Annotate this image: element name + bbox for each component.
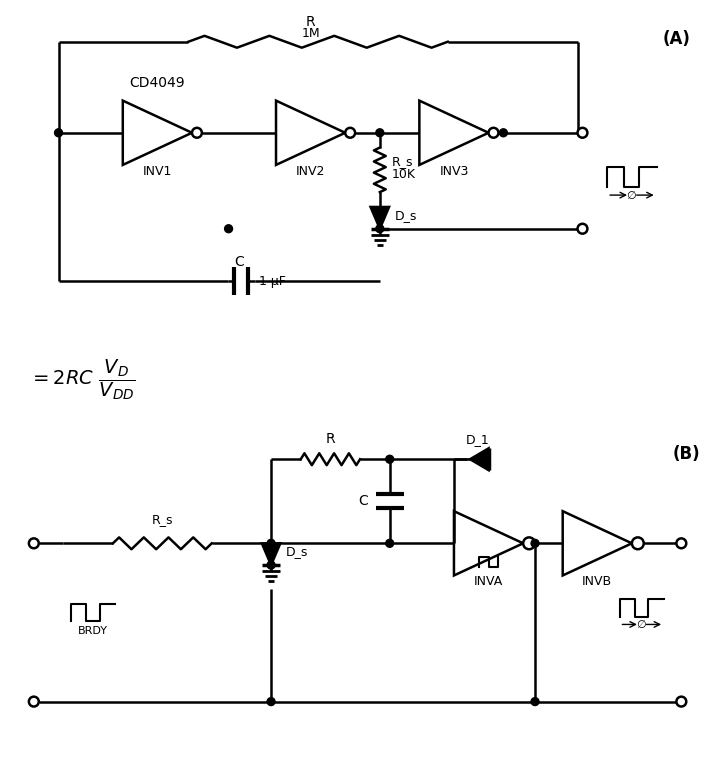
Circle shape (267, 698, 275, 705)
Text: D_s: D_s (395, 209, 417, 222)
Text: 1 μF: 1 μF (259, 275, 286, 288)
Text: D_1: D_1 (466, 434, 489, 446)
Circle shape (523, 537, 535, 549)
Circle shape (225, 225, 232, 233)
Polygon shape (470, 449, 488, 470)
Text: C: C (234, 255, 245, 269)
Circle shape (499, 129, 507, 137)
Circle shape (386, 456, 394, 463)
Text: INVA: INVA (474, 575, 503, 588)
Text: CD4049: CD4049 (130, 76, 185, 90)
Text: R: R (306, 15, 315, 29)
Text: (B): (B) (673, 445, 700, 463)
Polygon shape (262, 543, 280, 565)
Circle shape (531, 698, 539, 705)
Text: 1M: 1M (301, 27, 320, 40)
Polygon shape (371, 207, 389, 229)
Circle shape (531, 539, 539, 547)
Circle shape (676, 539, 687, 549)
Text: INV2: INV2 (296, 165, 325, 178)
Text: INVB: INVB (582, 575, 612, 588)
Text: INV3: INV3 (439, 165, 469, 178)
Circle shape (376, 129, 384, 137)
Text: R_s: R_s (392, 155, 414, 168)
Circle shape (55, 129, 63, 137)
Text: $\varnothing$: $\varnothing$ (636, 618, 647, 630)
Text: 10K: 10K (392, 168, 416, 181)
Circle shape (577, 128, 587, 137)
Circle shape (29, 697, 39, 706)
Circle shape (632, 537, 644, 549)
Text: BRDY: BRDY (78, 626, 108, 636)
Text: $= 2RC\ \dfrac{V_D}{V_{DD}}$: $= 2RC\ \dfrac{V_D}{V_{DD}}$ (29, 358, 135, 403)
Circle shape (267, 561, 275, 569)
Text: R_s: R_s (151, 514, 173, 527)
Text: INV1: INV1 (143, 165, 172, 178)
Circle shape (676, 697, 687, 706)
Text: R: R (325, 432, 335, 446)
Text: D_s: D_s (286, 546, 308, 558)
Text: (A): (A) (662, 29, 690, 48)
Text: $\varnothing$: $\varnothing$ (627, 189, 637, 201)
Text: C: C (358, 494, 368, 508)
Circle shape (376, 225, 384, 233)
Circle shape (267, 539, 275, 547)
Circle shape (488, 128, 499, 137)
Circle shape (386, 539, 394, 547)
Circle shape (192, 128, 202, 137)
Circle shape (29, 539, 39, 549)
Circle shape (345, 128, 355, 137)
Circle shape (577, 223, 587, 234)
